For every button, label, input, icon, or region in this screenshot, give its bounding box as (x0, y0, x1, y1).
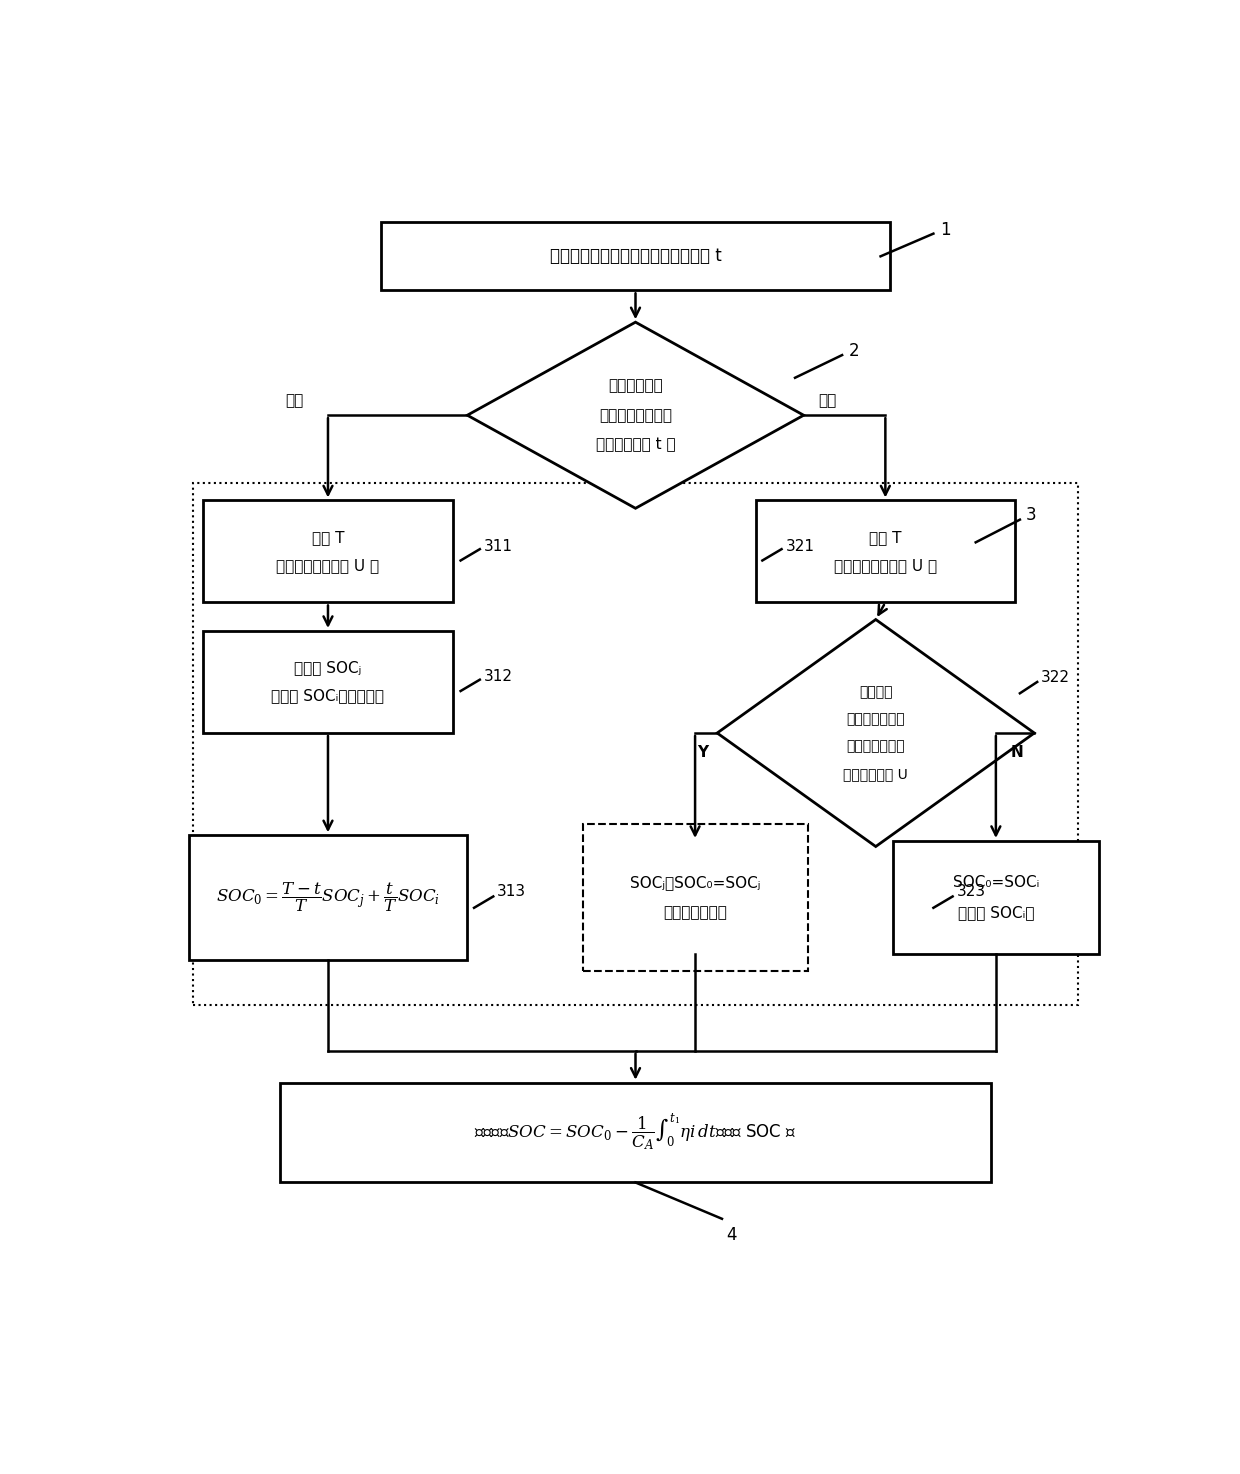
Text: Y: Y (697, 744, 708, 759)
Text: 读上次关机时的: 读上次关机时的 (663, 905, 727, 920)
Text: 电池组总电压确定: 电池组总电压确定 (599, 408, 672, 423)
Text: 小于: 小于 (285, 394, 304, 408)
FancyBboxPatch shape (203, 631, 453, 733)
Text: SOCⱼ，SOC₀=SOCⱼ: SOCⱼ，SOC₀=SOCⱼ (630, 874, 760, 890)
Text: 判断开路电压 U: 判断开路电压 U (843, 766, 908, 781)
Polygon shape (467, 323, 804, 509)
Text: 机时的 SOCⱼ: 机时的 SOCⱼ (294, 660, 362, 675)
Text: 1: 1 (940, 221, 950, 239)
Text: 电压确定的电压: 电压确定的电压 (847, 712, 905, 727)
FancyBboxPatch shape (583, 824, 808, 971)
Text: $SOC_0=\dfrac{T-t}{T}SOC_j+\dfrac{t}{T}SOC_i$: $SOC_0=\dfrac{T-t}{T}SOC_j+\dfrac{t}{T}S… (216, 881, 440, 914)
FancyBboxPatch shape (893, 840, 1099, 954)
Text: 的范围内: 的范围内 (859, 685, 893, 699)
Text: SOC₀=SOCᵢ: SOC₀=SOCᵢ (952, 874, 1039, 890)
Text: N: N (1011, 744, 1023, 759)
Text: 测系统的开路电压 U 和: 测系统的开路电压 U 和 (277, 559, 379, 573)
Text: 322: 322 (1042, 669, 1070, 685)
Text: 313: 313 (497, 884, 526, 899)
Text: 是否在电池组总: 是否在电池组总 (847, 740, 905, 753)
Text: 温度 T: 温度 T (311, 529, 345, 545)
Text: 温度 T: 温度 T (869, 529, 901, 545)
Text: 计算本次开机与上次关机的时间间隔 t: 计算本次开机与上次关机的时间间隔 t (549, 248, 722, 265)
FancyBboxPatch shape (755, 500, 1016, 603)
FancyBboxPatch shape (280, 1082, 991, 1182)
Text: 的时间的大小: 的时间的大小 (608, 379, 663, 394)
FancyBboxPatch shape (381, 223, 890, 290)
Text: 大于: 大于 (818, 394, 837, 408)
Text: 323: 323 (956, 884, 986, 899)
Text: 3: 3 (1027, 506, 1037, 525)
Text: 311: 311 (484, 539, 512, 554)
FancyBboxPatch shape (188, 836, 467, 960)
FancyBboxPatch shape (203, 500, 453, 603)
Text: 判断时间间隔 t 与: 判断时间间隔 t 与 (595, 438, 676, 453)
Text: 代入公式$SOC = SOC_0-\dfrac{1}{C_A}\int_0^{t_1}\eta i\,dt$，计算 SOC 值: 代入公式$SOC = SOC_0-\dfrac{1}{C_A}\int_0^{t… (474, 1111, 797, 1153)
Text: 测系统的开路电压 U 和: 测系统的开路电压 U 和 (833, 559, 937, 573)
Text: 4: 4 (727, 1226, 737, 1244)
Text: 查表得 SOCᵢ，: 查表得 SOCᵢ， (957, 905, 1034, 920)
Text: 2: 2 (848, 342, 859, 360)
Text: 321: 321 (785, 539, 815, 554)
Polygon shape (717, 619, 1034, 846)
Text: 查表得 SOCᵢ，读上次关: 查表得 SOCᵢ，读上次关 (272, 688, 384, 703)
Text: 312: 312 (484, 669, 512, 684)
